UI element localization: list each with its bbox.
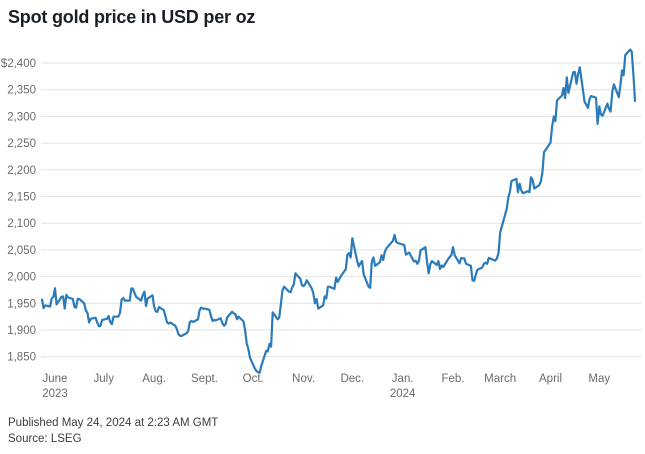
- x-tick-label: July: [94, 373, 115, 385]
- x-tick-label: Oct.: [243, 373, 264, 385]
- y-tick-label: 2,200: [7, 165, 36, 177]
- x-tick-label: March: [484, 373, 516, 385]
- x-tick-label: Aug.: [142, 373, 166, 385]
- x-tick-label: Feb.: [442, 373, 465, 385]
- published-timestamp: Published May 24, 2024 at 2:23 AM GMT: [8, 417, 219, 429]
- y-tick-label: 2,250: [7, 138, 36, 150]
- y-tick-label: 2,300: [7, 111, 36, 123]
- y-tick-label: 1,900: [7, 325, 36, 337]
- y-tick-label: 2,050: [7, 245, 36, 257]
- y-tick-label: 2,350: [7, 85, 36, 97]
- y-tick-label: 2,000: [7, 272, 36, 284]
- x-tick-label: April: [539, 373, 562, 385]
- chart-title: Spot gold price in USD per oz: [8, 7, 256, 27]
- gold-price-chart: $2,400 2,350 2,300 2,250 2,200 2,150 2,100 2,05…: [1, 48, 641, 400]
- y-tick-label: $2,400: [1, 58, 36, 70]
- y-tick-label: 2,100: [7, 218, 36, 230]
- x-tick-label: May: [588, 373, 610, 385]
- x-tick-label: Jan.: [392, 373, 414, 385]
- y-tick-label: 1,950: [7, 298, 36, 310]
- source-label: Source: LSEG: [8, 433, 82, 445]
- x-tick-year-label: 2023: [42, 388, 68, 400]
- x-tick-label: June: [43, 373, 68, 385]
- y-tick-label: 2,150: [7, 192, 36, 204]
- x-tick-year-label: 2024: [390, 388, 416, 400]
- x-tick-label: Dec.: [340, 373, 364, 385]
- y-tick-label: 1,850: [7, 352, 36, 364]
- x-tick-label: Sept.: [191, 373, 218, 385]
- x-tick-label: Nov.: [292, 373, 315, 385]
- price-line: [40, 48, 637, 374]
